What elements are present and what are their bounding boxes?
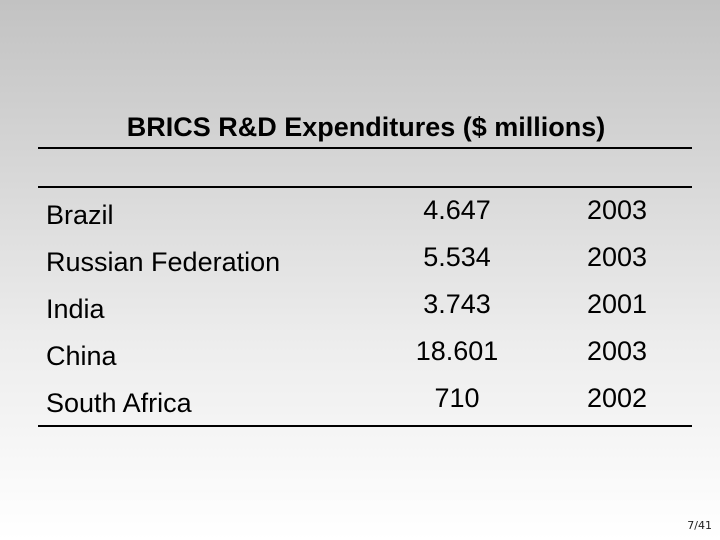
expenditure-cell: 5.534 — [423, 242, 491, 272]
expenditure-cell: 3.743 — [423, 289, 491, 319]
table-row: Brazil 4.647 2003 — [38, 188, 692, 235]
slide-title: BRICS R&D Expenditures ($ millions) — [126, 112, 606, 142]
expenditure-cell: 710 — [434, 383, 480, 413]
year-cell: 2003 — [586, 242, 648, 272]
year-cell: 2002 — [586, 383, 648, 413]
title-underline — [38, 147, 692, 149]
table-row: India 3.743 2001 — [38, 282, 692, 329]
table-top-rule — [38, 186, 692, 188]
expenditure-cell: 4.647 — [423, 195, 491, 225]
table-row: Russian Federation 5.534 2003 — [38, 235, 692, 282]
table-row: China 18.601 2003 — [38, 329, 692, 376]
country-cell: India — [46, 294, 105, 324]
country-cell: Russian Federation — [46, 247, 281, 277]
country-cell: South Africa — [46, 388, 192, 418]
table-bottom-rule — [38, 425, 692, 427]
country-cell: China — [46, 341, 117, 371]
expenditure-cell: 18.601 — [415, 336, 499, 366]
expenditure-table: Brazil 4.647 2003 Russian Federation 5.5… — [38, 188, 692, 423]
table-row: South Africa 710 2002 — [38, 376, 692, 423]
year-cell: 2001 — [586, 289, 648, 319]
country-cell: Brazil — [46, 200, 114, 230]
page-number: 7/41 — [687, 519, 712, 532]
year-cell: 2003 — [586, 336, 648, 366]
year-cell: 2003 — [586, 195, 648, 225]
